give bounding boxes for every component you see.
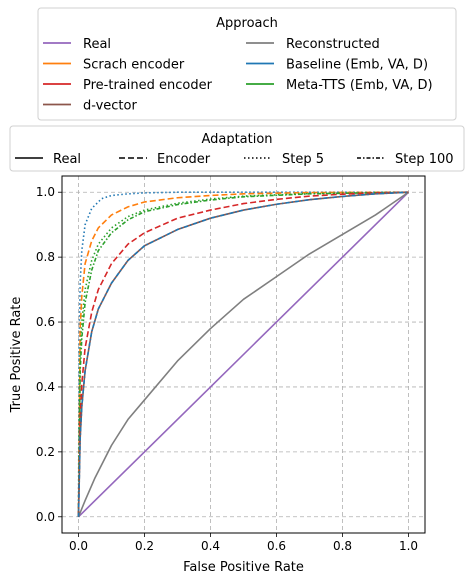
x-tick-label: 0.8 <box>333 539 352 553</box>
y-tick-label: 0.0 <box>36 510 55 524</box>
legend-approach-label: Meta-TTS (Emb, VA, D) <box>286 78 433 93</box>
x-tick-label: 0.4 <box>201 539 220 553</box>
legend-approach-label: Scrach encoder <box>83 58 185 73</box>
legend-approach-label: Reconstructed <box>286 37 380 52</box>
legend-approach-label: Real <box>83 37 111 52</box>
legend-adaptation: Adaptation Real Encoder Step 5 Step 100 <box>9 125 465 172</box>
series-scrach-encoder-encoder <box>77 191 409 517</box>
y-axis-label: True Positive Rate <box>9 297 24 414</box>
x-tick-label: 0.2 <box>135 539 154 553</box>
legend-adaptation-title: Adaptation <box>201 132 272 147</box>
legend-approach-title: Approach <box>216 16 278 31</box>
series-group <box>77 191 410 518</box>
legend-approach-label: d-vector <box>83 99 137 114</box>
legend-adaptation-label: Encoder <box>157 152 211 167</box>
axis-ticks: 0.0 0.2 0.4 0.6 0.8 1.0 0.0 0.2 0.4 0.6 0.8 1.0 <box>36 185 418 553</box>
legend-adaptation-label: Step 100 <box>395 152 454 167</box>
plot-frame <box>61 175 426 534</box>
legend-approach: Approach Real Reconstructed Scrach encoder B… <box>37 7 457 121</box>
y-tick-label: 0.2 <box>36 445 55 459</box>
x-tick-label: 1.0 <box>399 539 418 553</box>
legend-approach-label: Baseline (Emb, VA, D) <box>286 58 428 73</box>
y-tick-label: 0.6 <box>36 315 55 329</box>
series-reconstructed-real <box>77 191 409 518</box>
legend-adaptation-label: Step 5 <box>282 152 324 167</box>
series-pre-trained-encoder-encoder <box>77 191 409 517</box>
legend-approach-label: Pre-trained encoder <box>83 78 213 93</box>
legend-adaptation-label: Real <box>53 152 81 167</box>
legend-adaptation-box <box>9 125 465 172</box>
y-tick-label: 0.4 <box>36 380 55 394</box>
x-axis-label: False Positive Rate <box>183 560 304 575</box>
series-meta-tts-emb-va-d-step-100 <box>77 191 409 517</box>
x-tick-label: 0.6 <box>267 539 286 553</box>
grid-lines <box>62 176 425 533</box>
y-tick-label: 1.0 <box>36 185 55 199</box>
series-baseline-emb-va-d-step-100 <box>77 191 409 517</box>
series-baseline-emb-va-d-step-5 <box>77 191 409 517</box>
y-tick-label: 0.8 <box>36 250 55 264</box>
series-real-real <box>77 191 410 518</box>
x-tick-label: 0.0 <box>69 539 88 553</box>
